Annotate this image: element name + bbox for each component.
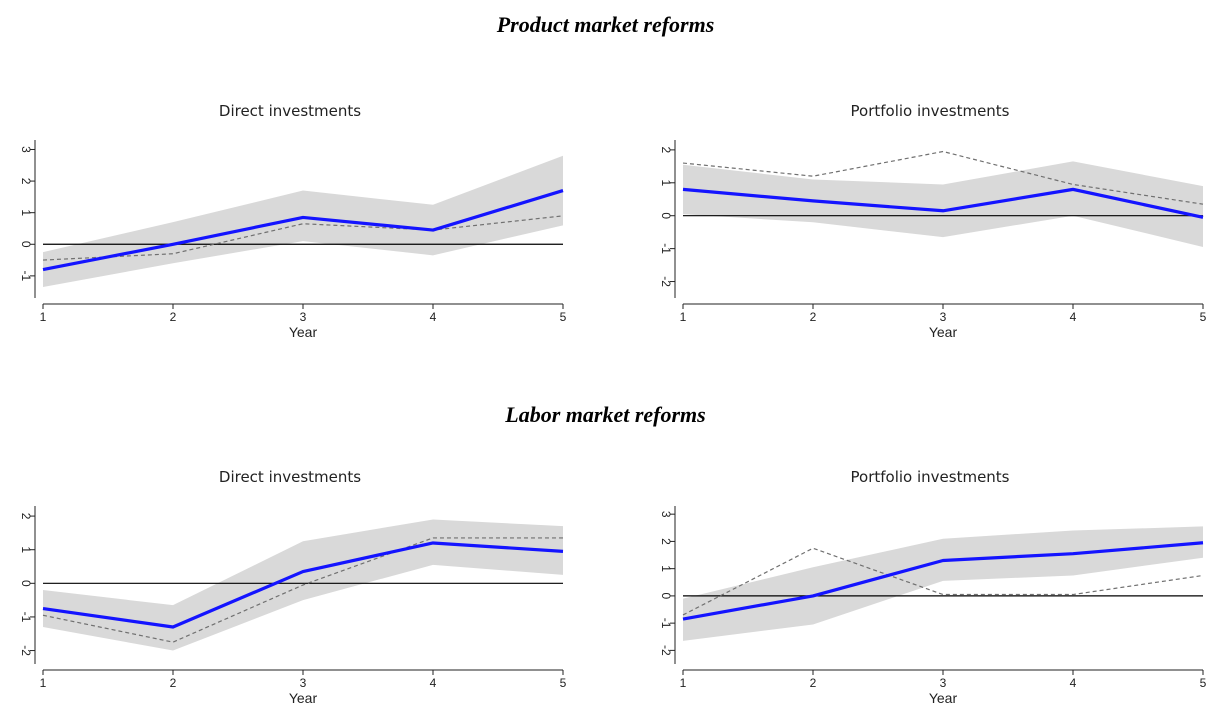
y-tick-label: 1 [19,209,33,216]
x-axis-label: Year [929,690,958,706]
x-tick-label: 2 [170,676,177,690]
x-tick-label: 4 [1070,676,1077,690]
y-tick-label: -1 [659,243,673,254]
y-tick-label: 1 [19,546,33,553]
x-tick-label: 3 [940,310,947,324]
x-axis-label: Year [289,690,318,706]
chart-svg: -2 -1 0 1 2 3 1 2 3 4 5 Year [659,506,1207,706]
y-tick-label: 2 [659,538,673,545]
confidence-band [43,155,563,287]
chart-svg: -1 0 1 2 3 1 2 3 4 5 Year [19,140,567,340]
y-tick-label: 2 [19,513,33,520]
x-tick-label: 3 [940,676,947,690]
y-tick-label: -1 [659,618,673,629]
x-tick-label: 3 [300,676,307,690]
confidence-band [683,526,1203,641]
x-tick-label: 1 [40,676,47,690]
x-tick-label: 2 [170,310,177,324]
y-tick-label: 3 [19,146,33,153]
y-tick-label: 0 [19,580,33,587]
dashed-series-line [42,537,563,643]
y-tick-label: 2 [19,178,33,185]
x-tick-label: 1 [680,676,687,690]
section-title-product: Product market reforms [496,12,715,37]
y-tick-label: -2 [659,276,673,287]
chart-svg: -2 -1 0 1 2 1 2 3 4 5 Year [19,506,567,706]
y-tick-label: 0 [659,593,673,600]
confidence-band [683,161,1203,247]
x-tick-label: 2 [810,310,817,324]
y-tick-label: 1 [659,565,673,572]
y-tick-label: -2 [19,645,33,656]
x-axis-label: Year [929,324,958,340]
x-tick-label: 1 [680,310,687,324]
main-series-line [682,187,1204,219]
chart-panel-product-portfolio: Portfolio investments -2 -1 0 1 2 1 2 3 4 5 Year [650,102,1210,342]
chart-title: Portfolio investments [850,468,1010,486]
main-series-line [42,189,564,272]
chart-svg: -2 -1 0 1 2 1 2 3 4 5 Year [659,140,1207,340]
dashed-series-line [42,215,564,261]
dashed-series-line [682,150,1204,205]
x-tick-label: 5 [1200,676,1207,690]
main-series-line [682,541,1204,621]
y-tick-label: 1 [659,179,673,186]
chart-title: Direct investments [218,468,362,486]
y-tick-label: -2 [659,645,673,656]
chart-title: Portfolio investments [850,102,1010,120]
x-tick-label: 4 [430,676,437,690]
chart-panel-labor-direct: Direct investments -2 -1 0 1 2 1 2 3 4 5 Year [10,468,570,708]
chart-panel-product-direct: Direct investments -1 0 1 2 3 1 2 3 4 5 Year [10,102,570,342]
main-series-line [42,541,564,629]
x-tick-label: 5 [560,676,567,690]
y-tick-label: 3 [659,511,673,518]
y-tick-label: 2 [659,147,673,154]
x-tick-label: 2 [810,676,817,690]
x-tick-label: 4 [430,310,437,324]
y-tick-label: 0 [19,241,33,248]
x-tick-label: 5 [560,310,567,324]
x-tick-label: 1 [40,310,47,324]
x-axis-label: Year [289,324,318,340]
x-tick-label: 4 [1070,310,1077,324]
x-tick-label: 3 [300,310,307,324]
x-tick-label: 5 [1200,310,1207,324]
y-tick-label: 0 [659,212,673,219]
y-tick-label: -1 [19,612,33,623]
chart-panel-labor-portfolio: Portfolio investments -2 -1 0 1 2 3 1 2 3 4 5 Year [650,468,1210,708]
dashed-series-line [682,547,1204,616]
y-tick-label: -1 [19,271,33,282]
chart-title: Direct investments [218,102,362,120]
section-title-labor: Labor market reforms [505,402,706,427]
